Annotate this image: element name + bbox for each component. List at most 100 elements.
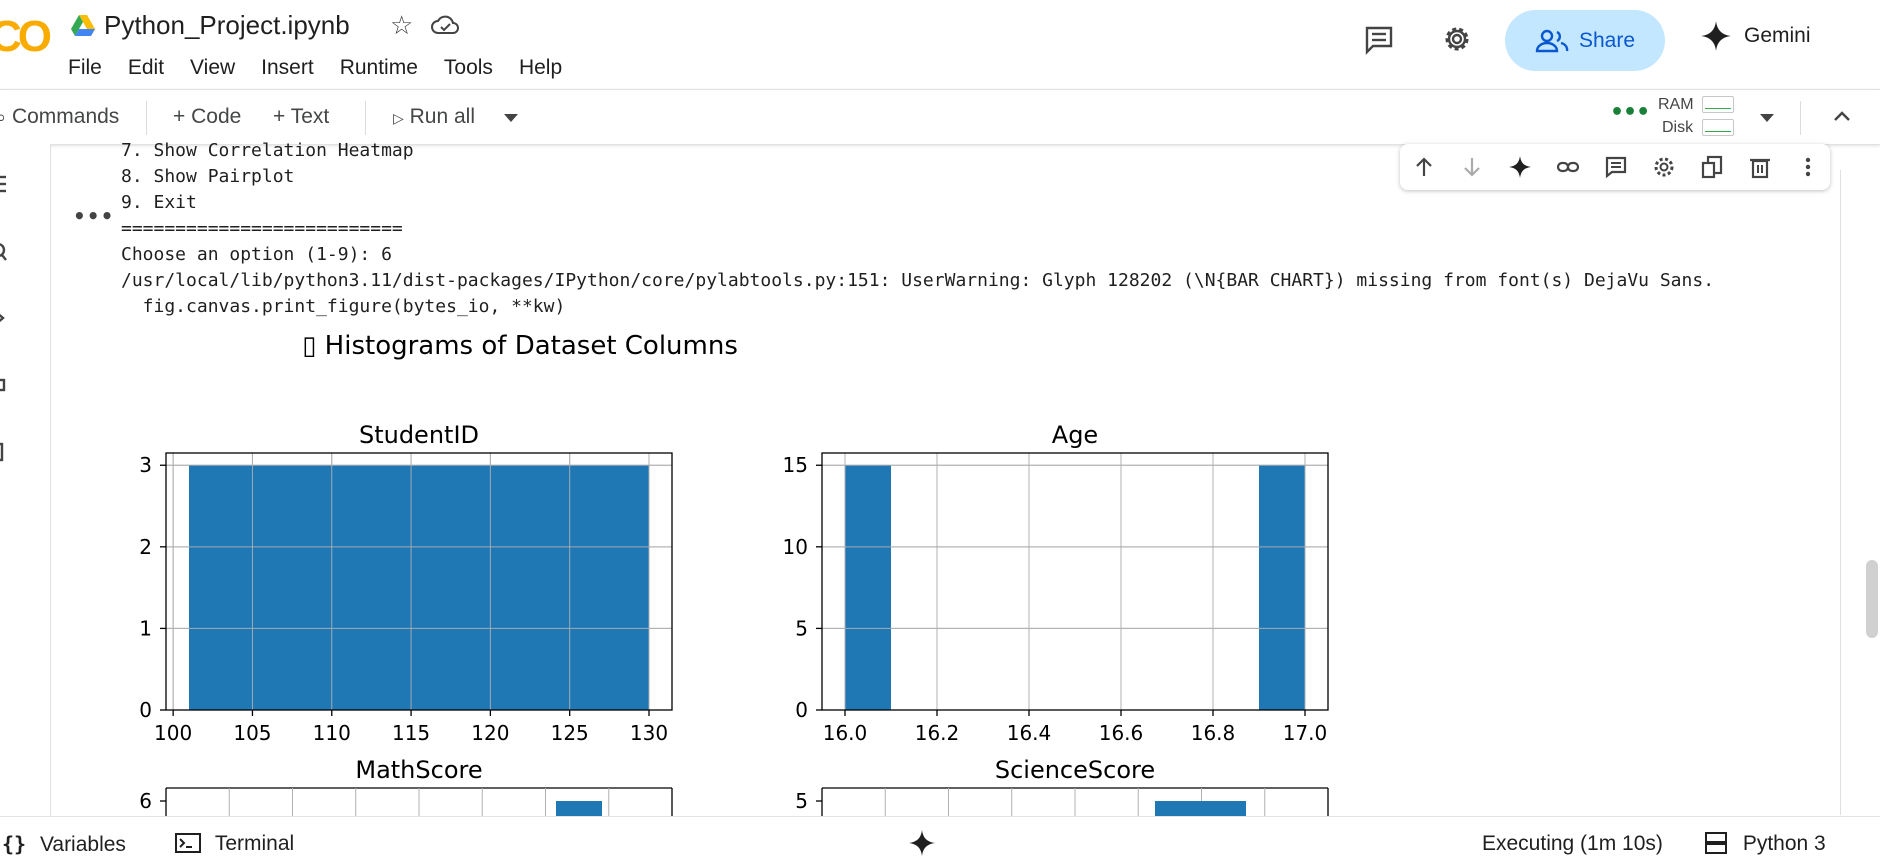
menu-edit[interactable]: Edit	[127, 56, 165, 79]
gear-icon[interactable]	[1440, 22, 1474, 56]
disk-usage-bar[interactable]	[1702, 119, 1734, 136]
x-tick-label: 130	[630, 721, 668, 745]
x-tick-label: 110	[313, 721, 351, 745]
subplot-title: MathScore	[355, 756, 482, 784]
move-cell-down-icon[interactable]	[1460, 155, 1484, 179]
gemini-sparkle-icon[interactable]	[1508, 155, 1532, 179]
server-icon	[1705, 832, 1727, 854]
output-actions-icon[interactable]: •••	[73, 204, 115, 228]
x-tick-label: 125	[551, 721, 589, 745]
x-tick-label: 105	[233, 721, 271, 745]
code-snippets-icon[interactable]	[0, 308, 8, 328]
search-icon: ⌕	[0, 107, 7, 128]
axes-frame	[165, 452, 673, 711]
runtime-active-dots-icon: •••	[1610, 100, 1650, 125]
y-tick-label: 15	[783, 453, 808, 477]
more-vert-icon[interactable]	[1796, 155, 1820, 179]
comment-icon[interactable]	[1363, 24, 1395, 56]
gemini-sparkle-icon[interactable]	[908, 829, 936, 857]
status-bar: {} Variables Terminal Executing (1m 10s)…	[0, 816, 1880, 868]
run-all-button[interactable]: ▷ Run all	[393, 105, 475, 129]
subplot-title: Age	[1052, 421, 1098, 449]
gemini-label: Gemini	[1744, 24, 1811, 47]
menu-file[interactable]: File	[68, 56, 102, 79]
y-tick-label: 5	[795, 616, 808, 640]
x-tick-label: 100	[154, 721, 192, 745]
header: CO Python_Project.ipynb ☆ File Edit View…	[0, 0, 1880, 88]
y-tick-label: 10	[783, 535, 808, 559]
gear-icon[interactable]	[1652, 155, 1676, 179]
comment-icon[interactable]	[1604, 155, 1628, 179]
x-tick-label: 17.0	[1283, 721, 1328, 745]
gemini-button[interactable]: Gemini	[1700, 20, 1811, 52]
subplot-title: StudentID	[359, 421, 479, 449]
terminal-button[interactable]: Terminal	[175, 832, 294, 856]
resources-dropdown-icon[interactable]	[1758, 112, 1776, 124]
disk-label: Disk	[1662, 119, 1694, 136]
mirror-cell-icon[interactable]	[1700, 155, 1724, 179]
runtime-type-button[interactable]: Python 3	[1705, 832, 1826, 856]
execution-status[interactable]: Executing (1m 10s)	[1482, 832, 1663, 855]
histogram-bar	[373, 465, 419, 710]
files-folder-icon[interactable]	[0, 442, 8, 462]
secrets-key-icon[interactable]	[0, 376, 8, 396]
histogram-bar	[556, 801, 602, 816]
histogram-bar	[235, 465, 281, 710]
cloud-saved-icon[interactable]	[430, 12, 460, 38]
histogram-bar	[1155, 801, 1246, 816]
ram-usage-bar[interactable]	[1702, 96, 1734, 113]
run-all-dropdown-icon[interactable]	[502, 112, 520, 124]
y-tick-label: 2	[139, 535, 152, 559]
x-tick-label: 16.6	[1099, 721, 1144, 745]
share-label: Share	[1578, 28, 1636, 52]
y-tick-label: 6	[139, 789, 152, 813]
search-icon[interactable]	[0, 242, 8, 262]
variables-button[interactable]: {} Variables	[2, 832, 126, 857]
output-line: ==========================	[121, 218, 403, 239]
move-cell-up-icon[interactable]	[1412, 155, 1436, 179]
menu-view[interactable]: View	[190, 56, 236, 79]
menu-insert[interactable]: Insert	[261, 56, 314, 79]
y-tick-label: 3	[139, 453, 152, 477]
terminal-label: Terminal	[214, 832, 295, 855]
ram-label: RAM	[1658, 96, 1694, 113]
output-line: /usr/local/lib/python3.11/dist-packages/…	[121, 270, 1715, 291]
x-tick-label: 16.4	[1007, 721, 1052, 745]
output-scrollbar-track[interactable]	[1840, 170, 1853, 815]
gemini-sparkle-icon	[1701, 21, 1731, 51]
toolbar-divider	[146, 101, 147, 135]
scrollbar-thumb[interactable]	[1866, 560, 1878, 638]
axes-frame	[821, 452, 1329, 711]
collapse-chevron-up-icon[interactable]	[1832, 106, 1852, 126]
terminal-icon	[175, 833, 201, 853]
menu-help[interactable]: Help	[518, 56, 563, 79]
histogram-bar	[281, 465, 327, 710]
output-line: 8. Show Pairplot	[121, 166, 295, 187]
variables-label: Variables	[39, 833, 126, 856]
play-icon: ▷	[393, 111, 404, 127]
delete-trash-icon[interactable]	[1748, 155, 1772, 179]
link-icon[interactable]	[1556, 155, 1580, 179]
add-text-button[interactable]: + Text	[273, 105, 330, 128]
menu-tools[interactable]: Tools	[443, 56, 493, 79]
add-code-button[interactable]: + Code	[173, 105, 242, 128]
histogram-bar	[189, 465, 235, 710]
x-tick-label: 16.8	[1191, 721, 1236, 745]
output-line: 9. Exit	[121, 192, 197, 213]
table-of-contents-icon[interactable]	[0, 174, 8, 194]
runtime-label: Python 3	[1742, 832, 1826, 855]
subplot-title: ScienceScore	[995, 756, 1155, 784]
left-sidebar	[0, 144, 51, 816]
notebook-title[interactable]: Python_Project.ipynb	[104, 10, 350, 40]
star-icon[interactable]: ☆	[390, 11, 414, 41]
colab-logo[interactable]: CO	[0, 12, 52, 61]
figure-title: ▯ Histograms of Dataset Columns	[302, 331, 738, 361]
notebook-toolbar: ⌕ Commands + Code + Text ▷ Run all ••• R…	[0, 89, 1880, 145]
commands-button[interactable]: ⌕ Commands	[0, 105, 119, 129]
histogram-bar	[1259, 465, 1305, 710]
output-line: Choose an option (1-9): 6	[121, 244, 392, 265]
google-drive-icon[interactable]	[70, 14, 96, 38]
menu-runtime[interactable]: Runtime	[339, 56, 418, 79]
histogram-bar	[465, 465, 511, 710]
share-button[interactable]: Share	[1505, 10, 1665, 71]
